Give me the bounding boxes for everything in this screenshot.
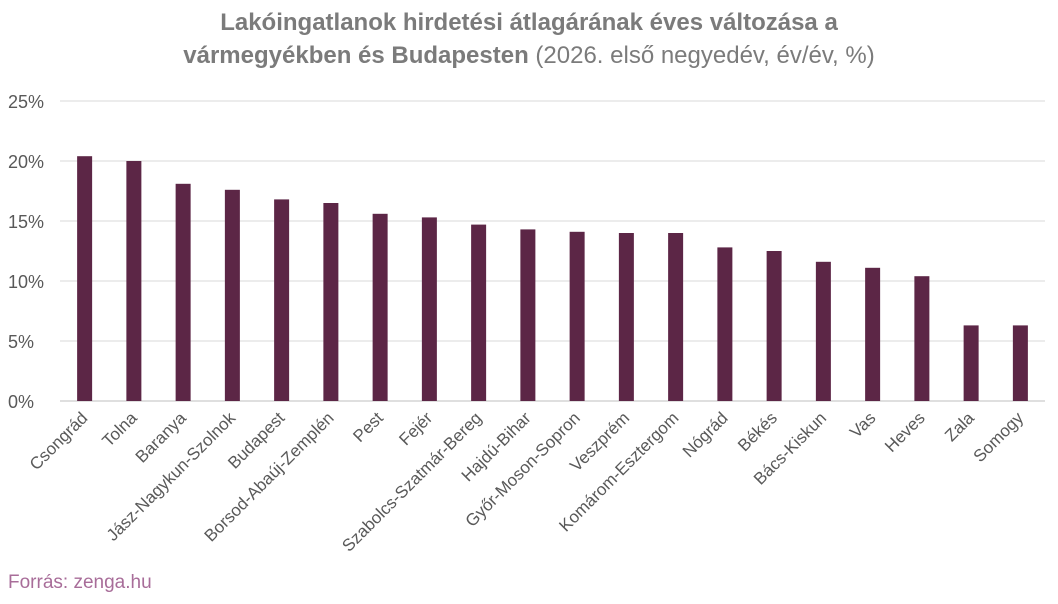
bar xyxy=(77,156,93,401)
y-tick-label: 5% xyxy=(8,332,34,352)
bar xyxy=(126,161,142,401)
bar xyxy=(323,203,339,401)
bar xyxy=(175,183,191,401)
x-tick-label: Zala xyxy=(941,408,978,445)
x-tick-label: Békés xyxy=(734,408,781,455)
bar xyxy=(1012,325,1028,401)
y-tick-label: 0% xyxy=(8,392,34,412)
x-tick-label: Nógrád xyxy=(679,408,732,461)
bar xyxy=(865,267,881,401)
bar xyxy=(520,229,536,401)
x-tick-label: Heves xyxy=(881,408,929,456)
bar xyxy=(914,276,930,401)
x-tick-label: Vas xyxy=(846,408,879,441)
x-tick-label: Pest xyxy=(349,408,387,446)
bar xyxy=(766,251,782,401)
y-tick-label: 20% xyxy=(8,152,44,172)
bar xyxy=(668,233,684,401)
x-tick-label: Fejér xyxy=(395,408,436,449)
x-tick-label: Csongrád xyxy=(26,408,92,474)
bar xyxy=(224,189,240,401)
bar xyxy=(618,233,634,401)
bar xyxy=(569,231,585,401)
title-text: Lakóingatlanok hirdetési átlagárának éve… xyxy=(183,9,838,69)
y-tick-label: 10% xyxy=(8,272,44,292)
bar xyxy=(717,247,733,401)
x-tick-label: Tolna xyxy=(99,408,142,451)
chart-title: Lakóingatlanok hirdetési átlagárának éve… xyxy=(134,6,924,72)
bar xyxy=(471,224,487,401)
source-note: Forrás: zenga.hu xyxy=(8,572,152,593)
x-tick-label: Somogy xyxy=(970,408,1028,466)
subtitle-text: (2026. első negyedév, év/év, %) xyxy=(535,42,875,69)
bar xyxy=(963,325,979,401)
bar xyxy=(274,199,290,401)
y-tick-label: 15% xyxy=(8,212,44,232)
bar xyxy=(372,213,388,401)
y-tick-label: 25% xyxy=(8,92,44,112)
bar xyxy=(421,217,437,401)
bar xyxy=(815,261,831,401)
